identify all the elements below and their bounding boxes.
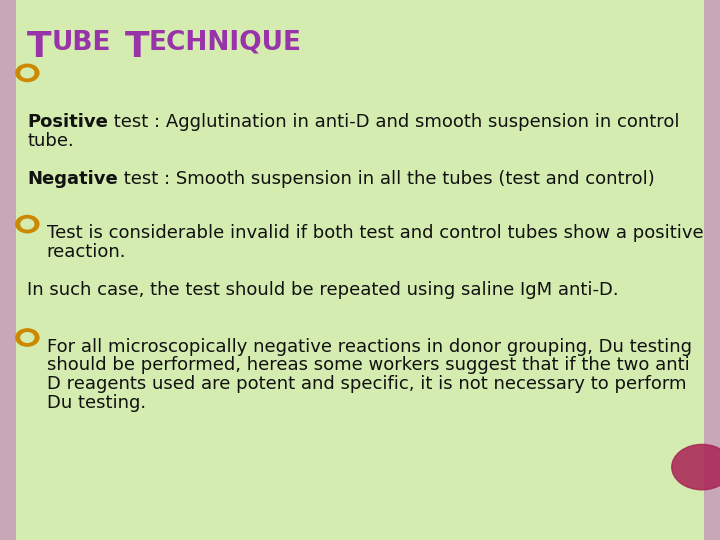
Text: Positive: Positive [27, 113, 108, 131]
Circle shape [16, 329, 39, 346]
Text: T: T [27, 30, 52, 64]
Circle shape [16, 215, 39, 233]
Text: ECHNIQUE: ECHNIQUE [149, 30, 302, 56]
Text: UBE: UBE [52, 30, 112, 56]
Circle shape [21, 68, 34, 78]
Circle shape [672, 444, 720, 490]
Text: Test is considerable invalid if both test and control tubes show a positive: Test is considerable invalid if both tes… [47, 224, 703, 242]
Text: T: T [125, 30, 149, 64]
Circle shape [16, 64, 39, 82]
Text: tube.: tube. [27, 132, 74, 150]
Circle shape [21, 333, 34, 342]
Text: Du testing.: Du testing. [47, 394, 146, 412]
Text: In such case, the test should be repeated using saline IgM anti-D.: In such case, the test should be repeate… [27, 281, 619, 299]
Text: reaction.: reaction. [47, 243, 126, 261]
Bar [704, 0, 720, 540]
Circle shape [21, 219, 34, 229]
Text: should be performed, hereas some workers suggest that if the two anti: should be performed, hereas some workers… [47, 356, 690, 374]
Text: Negative: Negative [27, 170, 118, 188]
Text: For all microscopically negative reactions in donor grouping, Du testing: For all microscopically negative reactio… [47, 338, 692, 355]
Bar [0, 0, 16, 540]
Text: D reagents used are potent and specific, it is not necessary to perform: D reagents used are potent and specific,… [47, 375, 686, 393]
Text: test : Smooth suspension in all the tubes (test and control): test : Smooth suspension in all the tube… [118, 170, 655, 188]
Text: test : Agglutination in anti-D and smooth suspension in control: test : Agglutination in anti-D and smoot… [108, 113, 680, 131]
